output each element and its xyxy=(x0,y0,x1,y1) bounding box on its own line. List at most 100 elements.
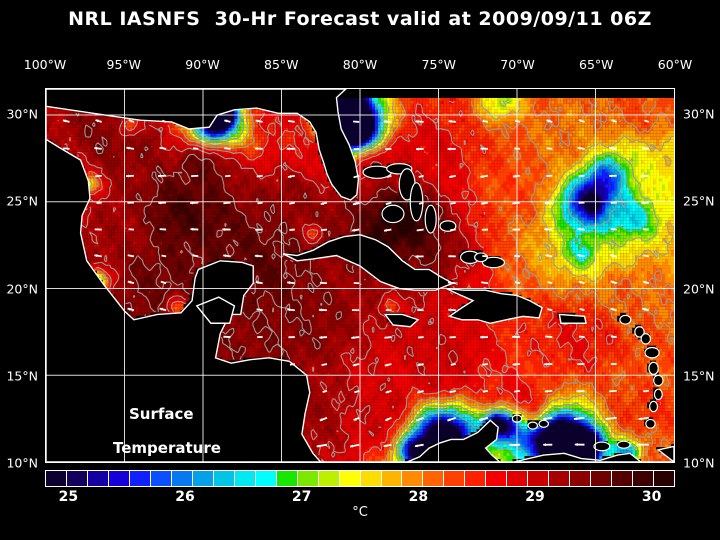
landmass-yucatan2 xyxy=(195,296,236,324)
wind-vector xyxy=(546,147,553,150)
wind-vector xyxy=(418,201,424,205)
wind-vector xyxy=(224,147,231,150)
wind-vector xyxy=(637,443,649,447)
colorbar-segment-12 xyxy=(297,471,319,486)
colorbar-segment-0 xyxy=(46,471,67,486)
wind-vector xyxy=(351,336,360,340)
wind-vector xyxy=(383,443,392,448)
wind-vector xyxy=(577,227,585,231)
colorbar-segment-4 xyxy=(129,471,151,486)
wind-vector xyxy=(511,335,521,339)
wind-vector xyxy=(95,119,102,123)
wind-vector xyxy=(450,228,456,232)
wind-vector xyxy=(544,389,553,393)
wind-vector xyxy=(386,174,392,178)
wind-vector xyxy=(415,120,424,124)
wind-vector xyxy=(545,335,553,338)
colorbar-segment-7 xyxy=(192,471,214,486)
wind-vector xyxy=(544,201,553,205)
wind-vector xyxy=(514,389,521,393)
wind-vector xyxy=(514,254,521,258)
lon-tick-2: 90°W xyxy=(185,57,220,72)
colorbar-segment-27 xyxy=(612,471,634,486)
colorbar-segment-19 xyxy=(444,471,466,486)
wind-vector xyxy=(352,201,360,206)
colorbar-segment-18 xyxy=(423,471,445,486)
wind-vector xyxy=(161,254,167,258)
wind-vector xyxy=(353,174,360,179)
colorbar-unit-label: °C xyxy=(352,505,368,520)
colorbar-segment-11 xyxy=(276,471,298,486)
contour-30 xyxy=(75,112,446,360)
wind-vector xyxy=(159,146,167,150)
wind-vector xyxy=(414,443,424,448)
wind-vector xyxy=(573,416,585,421)
wind-vector xyxy=(641,146,650,150)
wind-vector xyxy=(352,363,360,367)
island-21 xyxy=(538,419,549,428)
island-12 xyxy=(640,333,652,345)
colorbar-tick-3: 28 xyxy=(408,489,429,505)
wind-vector xyxy=(578,335,585,338)
lat-tick-left-4: 10°N xyxy=(6,455,38,471)
wind-vector xyxy=(611,119,617,123)
island-4 xyxy=(424,204,437,234)
wind-vector xyxy=(126,174,134,178)
wind-vector xyxy=(482,363,489,366)
wind-vector xyxy=(482,120,489,123)
wind-vector xyxy=(126,146,135,150)
wind-vector xyxy=(222,227,231,232)
wind-vector xyxy=(223,254,231,258)
wind-vector xyxy=(256,308,263,312)
wind-vector xyxy=(224,119,231,123)
wind-vector xyxy=(480,201,489,205)
wind-vector xyxy=(515,281,521,285)
wind-vector xyxy=(319,335,328,339)
lat-tick-right-3: 15°N xyxy=(683,368,715,384)
wind-vector xyxy=(255,119,263,123)
wind-vector xyxy=(448,119,456,123)
wind-vector xyxy=(415,416,424,422)
wind-vector xyxy=(447,147,456,151)
wind-vector xyxy=(512,174,521,178)
field-label-line1: Surface xyxy=(129,405,194,423)
wind-vector xyxy=(160,280,167,285)
lat-tick-right-4: 10°N xyxy=(683,455,715,471)
wind-vector xyxy=(610,335,617,338)
wind-vector xyxy=(193,147,199,150)
wind-vector xyxy=(94,254,102,258)
lat-tick-left-2: 20°N xyxy=(6,281,38,297)
wind-vector xyxy=(578,119,585,123)
wind-vector xyxy=(577,146,585,150)
lon-tick-0: 100°W xyxy=(23,57,67,72)
lon-tick-6: 70°W xyxy=(500,57,535,72)
island-9 xyxy=(474,252,488,263)
colorbar-segment-24 xyxy=(549,471,571,486)
colorbar-tick-0: 25 xyxy=(58,489,79,505)
colorbar-segment-28 xyxy=(633,471,655,486)
island-8 xyxy=(481,256,506,269)
wind-vector xyxy=(254,147,263,151)
wind-vector xyxy=(610,254,617,258)
colorbar-segment-3 xyxy=(108,471,130,486)
wind-vector xyxy=(418,174,424,178)
wind-vector xyxy=(62,119,70,123)
wind-vector xyxy=(161,119,167,123)
island-17 xyxy=(649,400,659,413)
colorbar-segment-17 xyxy=(402,471,424,486)
colorbar-segment-16 xyxy=(381,471,403,486)
wind-vector xyxy=(415,147,424,151)
island-5 xyxy=(439,220,457,232)
wind-vector xyxy=(512,228,521,232)
wind-vector xyxy=(610,307,617,312)
wind-vector xyxy=(289,201,295,205)
wind-vector xyxy=(289,363,295,366)
island-15 xyxy=(653,374,664,387)
landmass-puerto xyxy=(558,313,587,324)
wind-vector xyxy=(254,254,263,258)
wind-vector xyxy=(576,389,585,393)
colorbar-segment-6 xyxy=(171,471,193,486)
wind-vector xyxy=(577,254,585,258)
wind-vector xyxy=(482,389,489,393)
wind-vector xyxy=(353,416,360,422)
